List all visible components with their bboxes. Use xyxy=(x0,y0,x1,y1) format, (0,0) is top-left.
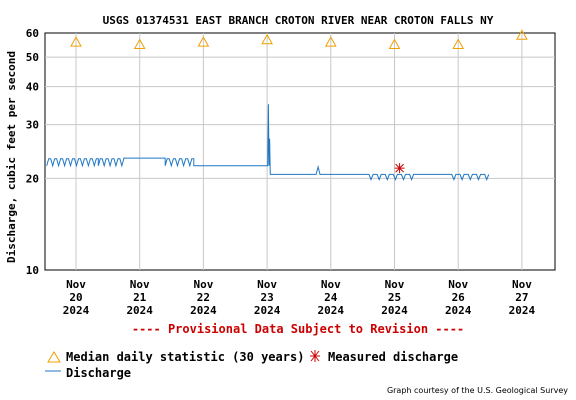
median-triangle-marker xyxy=(197,36,210,47)
chart-title: USGS 01374531 EAST BRANCH CROTON RIVER N… xyxy=(103,14,494,27)
x-tick-label: Nov xyxy=(66,278,86,291)
median-triangle-marker xyxy=(452,38,465,50)
median-triangle-marker xyxy=(388,38,401,50)
x-tick-label: 20 xyxy=(69,291,82,304)
x-tick-label: Nov xyxy=(385,278,405,291)
x-tick-label: Nov xyxy=(321,278,341,291)
median-triangle-marker xyxy=(133,38,146,50)
grid-layer xyxy=(45,33,555,270)
legend: Median daily statistic (30 years) Measur… xyxy=(45,350,458,380)
x-tick-label: 2024 xyxy=(318,304,345,317)
credit-text: Graph courtesy of the U.S. Geological Su… xyxy=(387,386,568,395)
discharge-series-line xyxy=(46,104,490,181)
median-triangle-marker xyxy=(261,33,273,45)
x-tick-label: 2024 xyxy=(509,304,536,317)
x-tick-label: Nov xyxy=(257,278,277,291)
x-tick-label: Nov xyxy=(448,278,468,291)
provisional-notice: ---- Provisional Data Subject to Revisio… xyxy=(132,322,464,336)
y-tick-labels: 60 50 40 30 20 10 xyxy=(26,27,39,277)
legend-median-triangle-icon xyxy=(47,351,61,363)
median-triangle-marker xyxy=(70,36,82,47)
x-tick-labels: Nov202024Nov212024Nov222024Nov232024Nov2… xyxy=(63,278,536,317)
x-tick-label: Nov xyxy=(130,278,150,291)
legend-measured-asterisk-icon xyxy=(310,350,320,362)
y-tick-label: 40 xyxy=(26,81,39,94)
x-tick-label: 2024 xyxy=(190,304,217,317)
y-axis-label: Discharge, cubic feet per second xyxy=(5,51,18,263)
marker-layer xyxy=(70,29,528,174)
legend-measured-label: Measured discharge xyxy=(328,350,458,364)
y-tick-label: 60 xyxy=(26,27,39,40)
plot-area xyxy=(44,32,556,271)
series-layer xyxy=(46,104,490,181)
y-tick-label: 20 xyxy=(26,172,39,185)
legend-discharge-label: Discharge xyxy=(66,366,131,380)
x-tick-label: 2024 xyxy=(254,304,281,317)
x-tick-label: 2024 xyxy=(126,304,153,317)
legend-median-label: Median daily statistic (30 years) xyxy=(66,350,304,364)
x-tick-label: 23 xyxy=(260,291,273,304)
x-tick-label: 2024 xyxy=(381,304,408,317)
y-tick-label: 50 xyxy=(26,51,39,64)
x-tick-label: 24 xyxy=(324,291,338,304)
x-tick-label: 27 xyxy=(515,291,528,304)
x-tick-label: 21 xyxy=(133,291,147,304)
measured-asterisk-marker xyxy=(394,163,405,174)
x-tick-label: 25 xyxy=(388,291,401,304)
x-tick-label: Nov xyxy=(512,278,532,291)
median-triangle-marker xyxy=(324,36,337,47)
x-tick-label: 2024 xyxy=(445,304,472,317)
y-tick-label: 30 xyxy=(26,119,39,132)
y-tick-label: 10 xyxy=(26,264,39,277)
median-triangle-marker xyxy=(516,29,528,40)
x-tick-label: 2024 xyxy=(63,304,90,317)
x-tick-label: 26 xyxy=(452,291,466,304)
x-tick-label: 22 xyxy=(197,291,210,304)
x-tick-label: Nov xyxy=(193,278,213,291)
